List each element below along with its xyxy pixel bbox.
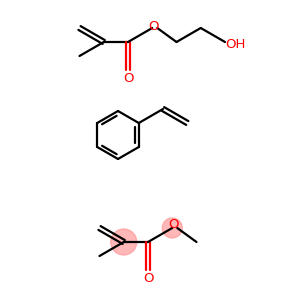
Circle shape <box>162 218 182 238</box>
Text: O: O <box>148 20 158 32</box>
Text: O: O <box>168 218 178 232</box>
Text: O: O <box>143 272 153 286</box>
Text: O: O <box>123 73 133 85</box>
Text: OH: OH <box>225 38 245 50</box>
Circle shape <box>111 229 137 255</box>
